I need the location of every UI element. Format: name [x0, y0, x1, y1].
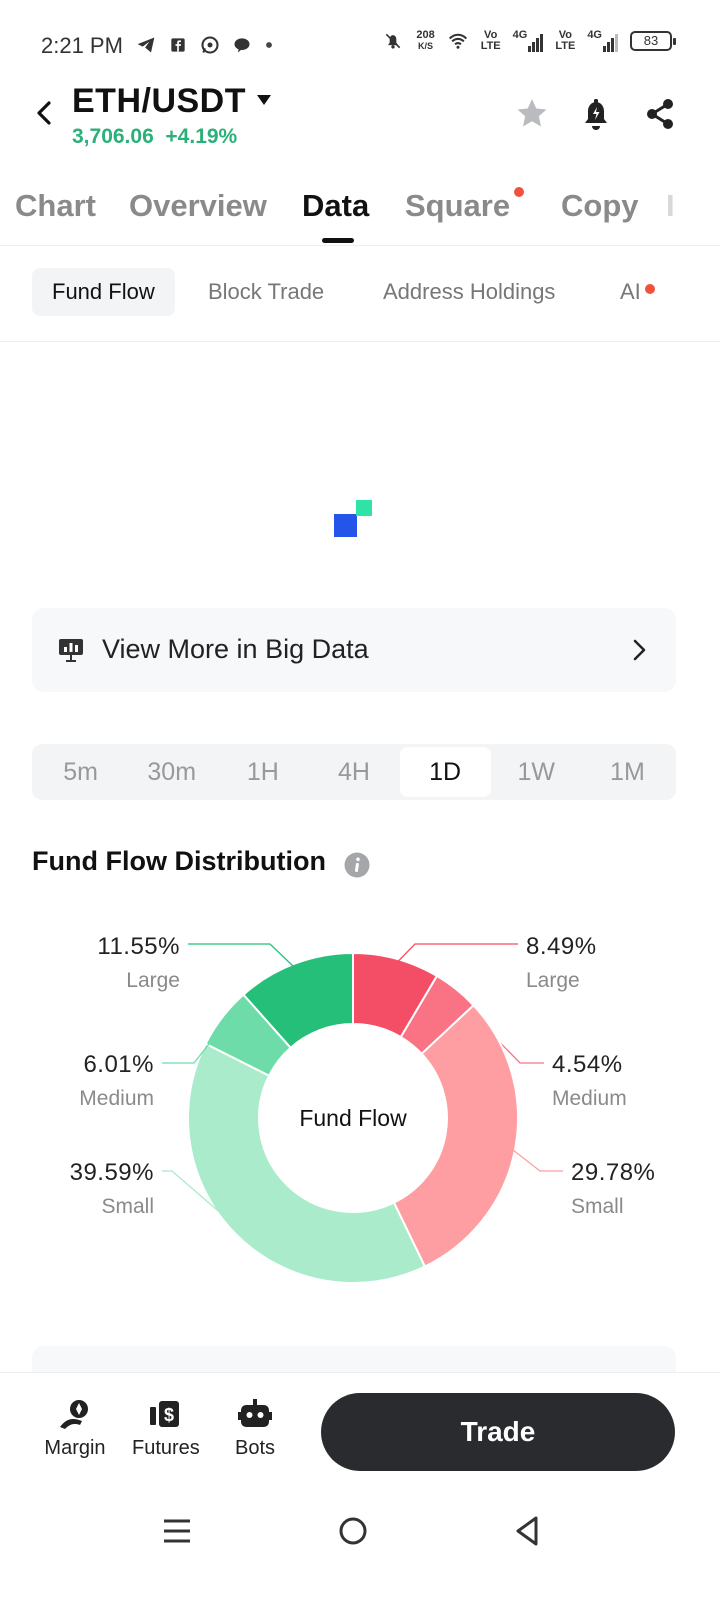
slice-percent-label: 29.78% — [571, 1159, 655, 1186]
whatsapp-icon — [201, 36, 219, 54]
active-tab-indicator — [322, 238, 354, 243]
leader-line — [162, 1170, 241, 1230]
bottom-action-bar: Margin $ Futures Bots Trade — [0, 1372, 720, 1500]
network-speed: 208 K/S — [416, 29, 435, 52]
mute-icon — [386, 33, 401, 49]
slice-percent-label: 11.55% — [97, 933, 180, 960]
ai-badge — [645, 284, 655, 294]
svg-text:$: $ — [164, 1405, 174, 1425]
info-icon[interactable] — [344, 852, 370, 878]
pair-title[interactable]: ETH/USDT — [72, 82, 246, 120]
battery-icon: 83 — [630, 31, 676, 51]
donut-slice-inflow-large[interactable] — [242, 951, 354, 1050]
square-badge — [514, 187, 524, 197]
status-time: 2:21 PM — [41, 33, 123, 58]
period-1m[interactable]: 1M — [610, 758, 645, 786]
back-nav-icon[interactable] — [510, 1514, 544, 1548]
section-title: Fund Flow Distribution — [32, 846, 326, 876]
caret-down-icon[interactable] — [256, 94, 272, 106]
data-subtabs: Fund Flow Block Trade Address Holdings A… — [0, 268, 720, 342]
pair-header: ETH/USDT 3,706.06 +4.19% — [0, 80, 720, 170]
trade-button[interactable]: Trade — [321, 1393, 675, 1471]
leader-line — [508, 1146, 563, 1172]
futures-button[interactable]: $ Futures — [132, 1397, 200, 1460]
big-data-link[interactable]: View More in Big Data — [32, 608, 676, 692]
period-selector: 5m 30m 1H 4H 1D 1W 1M — [32, 744, 676, 800]
tab-square[interactable]: Square — [405, 188, 511, 223]
share-icon[interactable] — [642, 96, 678, 132]
margin-button[interactable]: Margin — [44, 1397, 106, 1460]
slice-percent-label: 39.59% — [70, 1159, 154, 1186]
sim2-signal-icon: 4G — [587, 30, 618, 52]
last-price: 3,706.06 — [72, 125, 154, 148]
futures-label: Futures — [132, 1437, 200, 1459]
battery-level: 83 — [643, 33, 659, 48]
back-icon[interactable] — [30, 98, 60, 128]
bots-icon — [238, 1399, 272, 1427]
subtab-block-trade[interactable]: Block Trade — [208, 279, 325, 304]
home-icon[interactable] — [336, 1514, 370, 1548]
period-1h[interactable]: 1H — [246, 758, 279, 786]
margin-icon — [60, 1400, 88, 1429]
donut-center-label: Fund Flow — [299, 1105, 407, 1131]
chevron-right-icon — [633, 639, 646, 661]
presentation-chart-icon — [59, 639, 83, 662]
period-30m[interactable]: 30m — [147, 758, 197, 786]
leader-line — [162, 1020, 228, 1064]
leader-line — [188, 943, 297, 970]
bots-label: Bots — [234, 1437, 276, 1459]
sim1-volte: Vo LTE — [480, 29, 501, 52]
period-1w[interactable]: 1W — [517, 758, 556, 786]
telegram-icon — [137, 37, 155, 53]
slice-category-label: Medium — [79, 1087, 154, 1110]
margin-label: Margin — [44, 1437, 106, 1459]
leader-line — [394, 943, 518, 966]
slice-percent-label: 6.01% — [83, 1051, 154, 1078]
star-icon[interactable] — [514, 96, 550, 132]
subtab-fund-flow[interactable]: Fund Flow — [32, 268, 175, 316]
tab-more[interactable]: I — [666, 188, 675, 223]
fund-flow-donut-chart: 8.49% Large 4.54% Medium 29.78% Small 39.59% Sm… — [70, 933, 655, 1284]
notification-icons — [135, 35, 275, 55]
sim1-signal-icon: 4G — [513, 30, 544, 52]
price-line: 3,706.06 +4.19% — [72, 125, 237, 149]
slice-category-label: Small — [571, 1195, 624, 1218]
system-nav-bar — [0, 1500, 720, 1600]
tab-copy[interactable]: Copy — [561, 188, 639, 223]
tab-data[interactable]: Data — [302, 188, 370, 223]
tab-overview[interactable]: Overview — [129, 188, 267, 223]
status-bar: 2:21 PM 208 K/S Vo LTE 4G Vo LTE 4G 83 — [0, 0, 720, 90]
slice-percent-label: 8.49% — [526, 933, 597, 960]
subtab-ai[interactable]: AI — [620, 279, 641, 304]
period-5m[interactable]: 5m — [63, 758, 98, 786]
price-change: +4.19% — [165, 125, 238, 148]
bots-button[interactable]: Bots — [230, 1397, 280, 1460]
chat-icon — [234, 38, 250, 53]
tab-chart[interactable]: Chart — [15, 188, 96, 223]
slice-category-label: Large — [126, 969, 180, 992]
period-4h[interactable]: 4H — [338, 758, 370, 786]
dot-icon — [266, 42, 272, 48]
slice-category-label: Small — [101, 1195, 154, 1218]
slice-percent-label: 4.54% — [552, 1051, 623, 1078]
period-1d[interactable]: 1D — [399, 747, 491, 797]
loading-icon — [334, 500, 372, 537]
subtab-address-holdings[interactable]: Address Holdings — [383, 279, 556, 304]
slice-category-label: Medium — [552, 1087, 627, 1110]
donut-slice-outflow-small[interactable] — [392, 1003, 519, 1268]
menu-icon[interactable] — [160, 1514, 194, 1548]
system-icons: 208 K/S Vo LTE 4G Vo LTE 4G 83 — [382, 29, 676, 52]
futures-icon: $ — [150, 1401, 179, 1427]
sim2-volte: Vo LTE — [555, 29, 576, 52]
donut-slice-inflow-small[interactable] — [187, 1042, 427, 1284]
facebook-icon — [171, 38, 185, 52]
slice-category-label: Large — [526, 969, 580, 992]
main-tabs: Chart Overview Data Square Copy I — [0, 182, 720, 246]
alert-bell-icon[interactable] — [578, 96, 614, 132]
big-data-label: View More in Big Data — [102, 634, 369, 664]
wifi-icon — [448, 33, 467, 49]
